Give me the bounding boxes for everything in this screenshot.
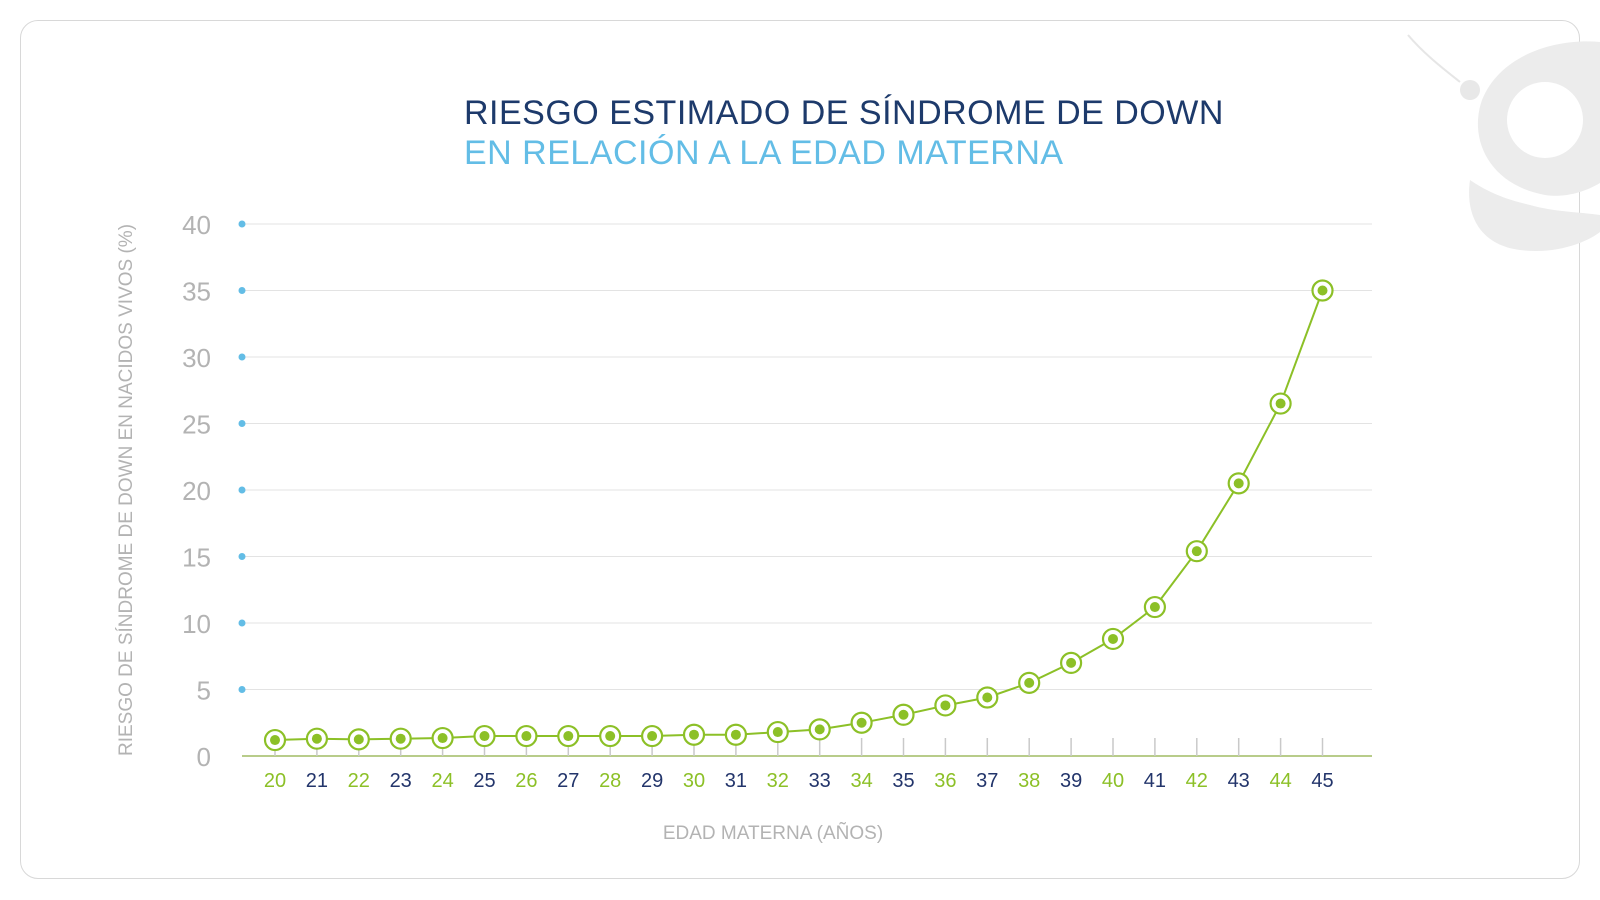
y-axis-dot: [238, 553, 246, 560]
x-tick-label: 23: [390, 770, 412, 792]
data-point: [347, 728, 370, 751]
x-tick-label: 30: [683, 770, 705, 792]
x-axis-tick-labels: 20 21 22 23 24 25 26 27 28 29 30 31 32 33 34 35 36 37 38 39…: [264, 770, 1334, 792]
y-axis-dot: [238, 353, 246, 361]
data-point: [682, 723, 706, 746]
y-axis-tick-labels: 0 5 10 15 20 25 30 35 40: [182, 210, 211, 772]
data-point: [1059, 651, 1083, 675]
y-tick-label: 5: [197, 676, 211, 706]
data-point: [892, 703, 915, 726]
x-tick-label: 36: [934, 770, 956, 792]
data-point: [724, 723, 748, 746]
x-tick-label: 34: [850, 770, 872, 792]
x-tick-label: 41: [1144, 770, 1166, 792]
data-point: [1018, 671, 1041, 694]
data-point: [1227, 472, 1250, 495]
x-tick-label: 24: [431, 770, 453, 792]
x-tick-label: 37: [976, 770, 998, 792]
grid-lines: [242, 223, 1372, 690]
data-point: [934, 694, 957, 717]
data-point: [599, 724, 622, 748]
y-tick-label: 0: [197, 742, 211, 772]
chart-title: RIESGO ESTIMADO DE SÍNDROME DE DOWN EN R…: [464, 93, 1224, 173]
x-tick-label: 26: [515, 770, 537, 792]
y-axis-dot: [238, 220, 246, 228]
x-tick-label: 33: [809, 770, 831, 792]
y-axis-dot: [238, 420, 246, 427]
series-line: [274, 290, 1324, 741]
data-point: [640, 724, 664, 748]
y-tick-label: 25: [182, 410, 211, 440]
data-point: [473, 724, 496, 748]
g-watermark-logo: [1407, 34, 1600, 251]
x-tick-label: 29: [641, 770, 663, 792]
x-tick-label: 20: [264, 770, 286, 792]
data-point: [1185, 540, 1208, 563]
y-tick-label: 35: [182, 277, 211, 307]
y-axis-dot: [238, 287, 246, 294]
chart-title-line1: RIESGO ESTIMADO DE SÍNDROME DE DOWN: [464, 94, 1224, 132]
y-tick-label: 30: [182, 343, 211, 373]
x-tick-label: 43: [1228, 770, 1250, 792]
x-tick-label: 31: [725, 770, 747, 792]
data-point: [431, 726, 454, 750]
x-tick-label: 21: [306, 770, 328, 792]
x-tick-label: 45: [1311, 770, 1333, 792]
y-tick-label: 20: [182, 476, 211, 506]
y-axis-dot: [238, 486, 246, 494]
chart-subtitle-line2: EN RELACIÓN A LA EDAD MATERNA: [464, 134, 1064, 172]
data-point: [1269, 392, 1292, 415]
y-axis-dot: [238, 686, 246, 693]
data-point: [1143, 595, 1167, 619]
data-point: [389, 727, 412, 750]
x-tick-label: 40: [1102, 770, 1124, 792]
data-point: [850, 711, 873, 734]
data-point: [305, 727, 328, 750]
y-axis-dot: [238, 619, 246, 627]
series-markers: [263, 279, 1334, 752]
data-point: [515, 724, 538, 748]
x-tick-label: 32: [767, 770, 789, 792]
y-axis-dots: [238, 220, 246, 693]
data-point: [808, 718, 831, 741]
x-tick-label: 44: [1269, 770, 1291, 792]
data-point: [557, 724, 580, 748]
x-tick-label: 27: [557, 770, 579, 792]
x-axis-label: EDAD MATERNA (AÑOS): [663, 822, 883, 844]
x-tick-label: 22: [348, 770, 370, 792]
y-tick-label: 40: [182, 210, 211, 240]
data-point: [1311, 279, 1334, 302]
x-tick-label: 35: [892, 770, 914, 792]
y-axis-label: RIESGO DE SÍNDROME DE DOWN EN NACIDOS VI…: [116, 224, 137, 756]
data-point: [1101, 627, 1125, 651]
x-tick-label: 25: [473, 770, 495, 792]
data-point: [263, 728, 287, 752]
data-point: [976, 686, 999, 709]
x-tick-label: 28: [599, 770, 621, 792]
data-point: [766, 720, 789, 744]
y-tick-label: 10: [182, 609, 211, 639]
x-tick-label: 38: [1018, 770, 1040, 792]
y-tick-label: 15: [182, 543, 211, 573]
x-tick-label: 39: [1060, 770, 1082, 792]
x-tick-label: 42: [1186, 770, 1208, 792]
